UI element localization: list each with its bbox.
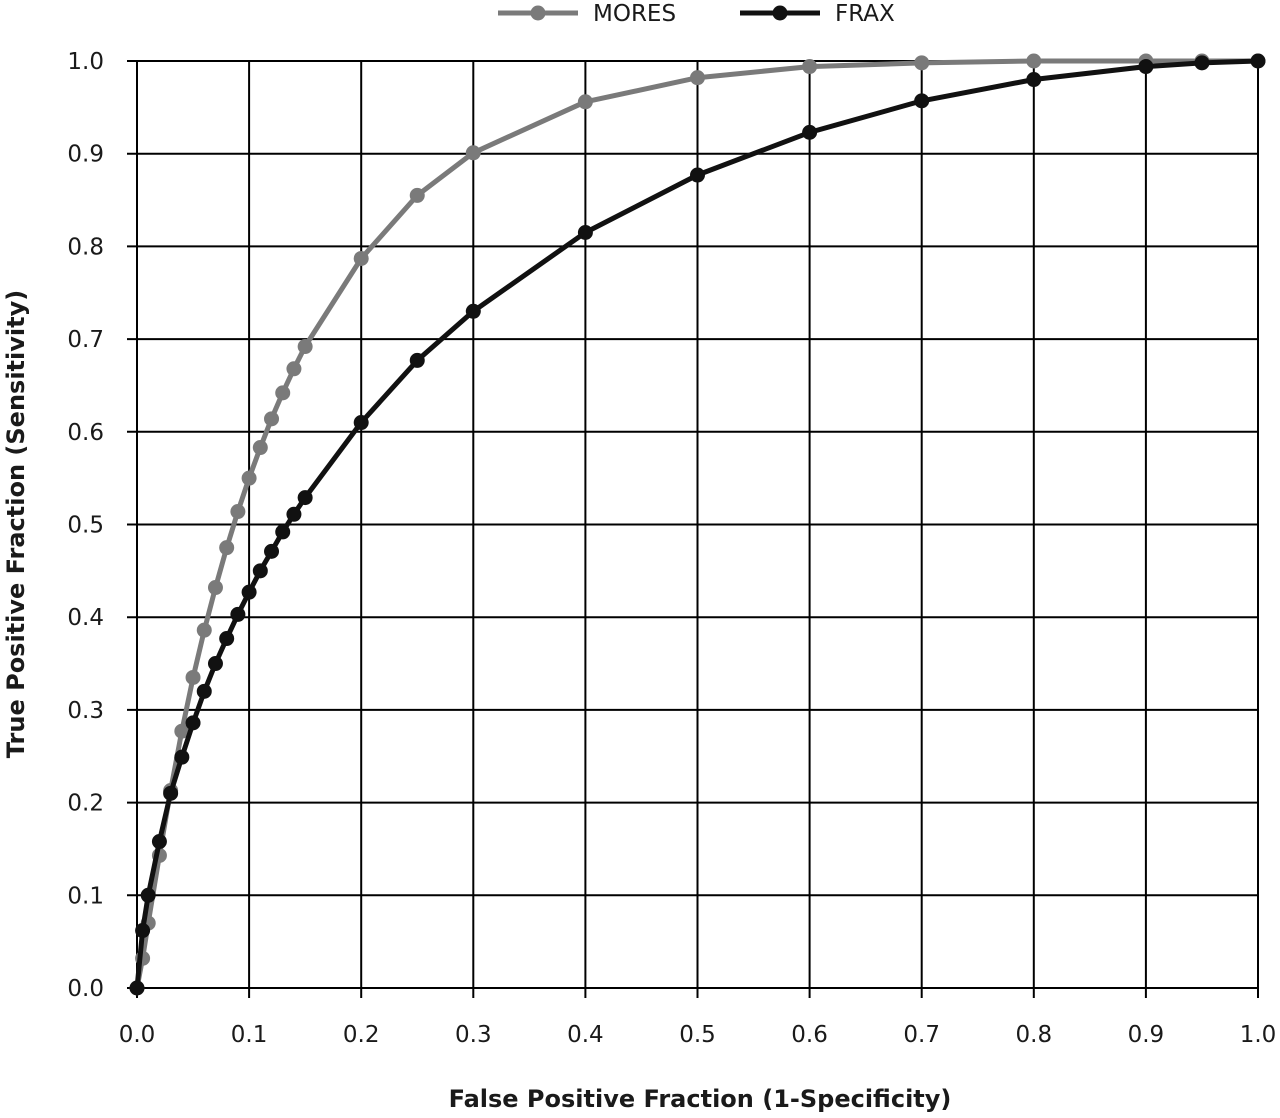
data-point bbox=[264, 543, 280, 559]
y-tick-label: 0.5 bbox=[67, 513, 104, 539]
y-tick-label: 0.4 bbox=[67, 605, 104, 631]
series-lines bbox=[129, 53, 1266, 996]
data-point bbox=[802, 59, 818, 75]
data-point bbox=[297, 490, 313, 506]
tick-labels: 0.0 0.1 0.2 0.3 0.4 0.5 0.6 0.7 0.8 0.9 1.0 0.0 0.1 0… bbox=[67, 49, 1276, 1048]
x-tick-label: 0.6 bbox=[791, 1022, 828, 1048]
data-point bbox=[185, 715, 201, 731]
data-point bbox=[230, 504, 246, 520]
data-point bbox=[286, 361, 302, 377]
data-point bbox=[1250, 53, 1266, 69]
data-point bbox=[196, 622, 212, 638]
data-point bbox=[690, 70, 705, 86]
x-tick-label: 0.0 bbox=[119, 1022, 156, 1048]
data-point bbox=[1138, 59, 1154, 75]
data-point bbox=[151, 834, 167, 850]
data-point bbox=[163, 785, 179, 801]
data-point bbox=[409, 352, 425, 368]
legend-item-mores: MORES bbox=[498, 1, 676, 27]
y-tick-label: 0.7 bbox=[67, 327, 104, 353]
data-point bbox=[465, 303, 481, 319]
data-point bbox=[275, 385, 291, 401]
data-point bbox=[174, 749, 190, 765]
data-point bbox=[207, 656, 223, 672]
data-point bbox=[409, 187, 425, 203]
y-tick-label: 1.0 bbox=[67, 49, 104, 75]
data-point bbox=[264, 411, 280, 427]
data-point bbox=[286, 506, 302, 522]
data-point bbox=[353, 250, 369, 266]
y-axis-title: True Positive Fraction (Sensitivity) bbox=[2, 290, 30, 758]
data-point bbox=[196, 683, 212, 699]
data-point bbox=[174, 723, 190, 739]
x-tick-label: 0.8 bbox=[1016, 1022, 1053, 1048]
data-point bbox=[577, 224, 593, 240]
x-tick-label: 0.9 bbox=[1128, 1022, 1165, 1048]
data-point bbox=[465, 145, 481, 161]
legend-label: MORES bbox=[593, 1, 676, 27]
y-tick-label: 0.8 bbox=[67, 234, 104, 260]
data-point bbox=[241, 584, 257, 600]
legend-item-frax: FRAX bbox=[740, 1, 895, 27]
legend-swatch-marker bbox=[530, 5, 546, 21]
y-tick-label: 0.9 bbox=[67, 142, 104, 168]
legend-label: FRAX bbox=[835, 1, 895, 27]
data-point bbox=[1026, 53, 1042, 69]
data-point bbox=[135, 923, 151, 939]
x-tick-label: 0.7 bbox=[903, 1022, 940, 1048]
data-point bbox=[1026, 72, 1042, 88]
x-tick-label: 0.3 bbox=[455, 1022, 492, 1048]
legend-swatch-marker bbox=[772, 5, 788, 21]
data-point bbox=[275, 524, 291, 540]
legend: MORES FRAX bbox=[498, 1, 895, 27]
x-axis-title: False Positive Fraction (1-Specificity) bbox=[449, 1085, 952, 1113]
data-point bbox=[252, 440, 268, 456]
y-tick-label: 0.1 bbox=[67, 883, 104, 909]
data-point bbox=[219, 631, 235, 647]
data-point bbox=[241, 470, 257, 486]
data-point bbox=[129, 980, 145, 996]
y-tick-label: 0.2 bbox=[67, 791, 104, 817]
data-point bbox=[802, 124, 818, 140]
grid bbox=[127, 60, 1259, 998]
x-tick-label: 0.5 bbox=[679, 1022, 716, 1048]
data-point bbox=[219, 540, 235, 556]
x-tick-label: 0.4 bbox=[567, 1022, 604, 1048]
y-tick-label: 0.3 bbox=[67, 698, 104, 724]
y-tick-label: 0.0 bbox=[67, 976, 104, 1002]
data-point bbox=[230, 606, 246, 622]
data-point bbox=[690, 167, 705, 183]
data-point bbox=[353, 415, 369, 431]
data-point bbox=[185, 669, 201, 685]
data-point bbox=[297, 339, 313, 355]
x-tick-label: 0.2 bbox=[343, 1022, 380, 1048]
series-line bbox=[134, 58, 1261, 991]
data-point bbox=[914, 55, 930, 71]
data-point bbox=[252, 563, 268, 579]
data-point bbox=[207, 580, 223, 596]
data-point bbox=[140, 887, 156, 903]
data-point bbox=[1194, 55, 1210, 71]
data-point bbox=[577, 94, 593, 110]
data-point bbox=[914, 93, 930, 109]
x-tick-label: 1.0 bbox=[1240, 1022, 1277, 1048]
y-tick-label: 0.6 bbox=[67, 420, 104, 446]
series-frax bbox=[129, 53, 1266, 996]
x-tick-label: 0.1 bbox=[231, 1022, 268, 1048]
